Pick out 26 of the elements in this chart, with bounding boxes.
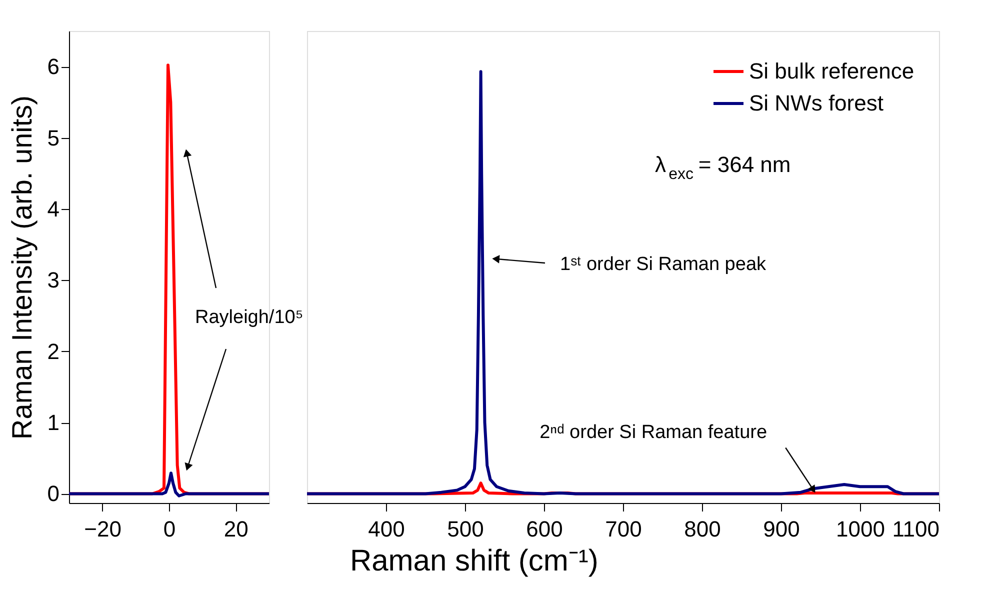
- legend-label: Si bulk reference: [749, 58, 914, 84]
- y-axis-title: Raman Intensity (arb. units): [6, 96, 38, 440]
- y-tick-label: 5: [47, 125, 60, 150]
- x-tick-label: 500: [447, 516, 484, 542]
- y-tick-label: 4: [47, 196, 60, 222]
- line-series: [69, 472, 269, 498]
- y-tick-label: 1: [47, 410, 60, 436]
- x-tick-label: 1000: [836, 516, 885, 542]
- x-tick-label: 0: [163, 516, 176, 542]
- y-tick-label: 0: [47, 481, 60, 506]
- y-tick-label: 3: [47, 268, 60, 293]
- legend-label: Si NWs forest: [749, 90, 884, 116]
- x-tick-label: 900: [763, 516, 800, 542]
- y-tick-label: 2: [47, 338, 60, 364]
- x-tick-label: 20: [224, 516, 248, 542]
- x-axis-title: Raman shift (cm⁻¹): [350, 544, 598, 578]
- annotation: 2ⁿᵈ order Si Raman feature: [540, 422, 768, 443]
- x-tick-label: −20: [84, 516, 122, 542]
- x-tick-label: 800: [684, 516, 721, 542]
- annotation: Rayleigh/10⁵: [195, 307, 304, 328]
- y-tick-label: 6: [47, 54, 60, 80]
- x-tick-label: 1100: [892, 516, 940, 542]
- x-tick-label: 600: [526, 516, 563, 542]
- x-tick-label: 400: [368, 516, 405, 542]
- annotation: 1ˢᵗ order Si Raman peak: [560, 254, 767, 275]
- x-tick-label: 700: [605, 516, 642, 542]
